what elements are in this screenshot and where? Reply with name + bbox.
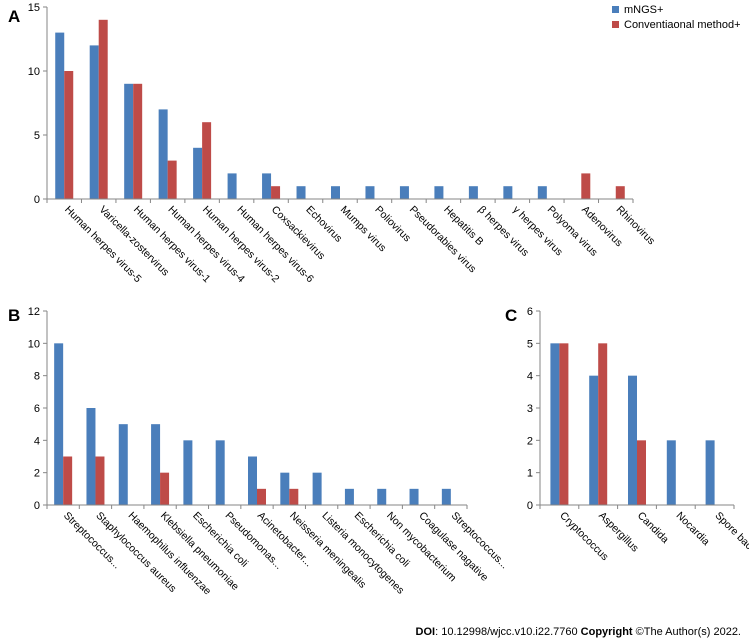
panel-a-y-tick-label: 10: [28, 66, 40, 78]
panel-a-bar-mngs: [227, 173, 237, 199]
panel-c-bar-mngs: [705, 440, 715, 505]
panel-a-bar-mngs: [158, 109, 168, 199]
panel-a-bar-mngs: [365, 186, 375, 199]
panel-b-y-tick-label: 6: [34, 403, 40, 415]
panel-a-bar-mngs: [55, 32, 65, 199]
doi-label: DOI: [415, 626, 436, 638]
panel-b-bar-mngs: [441, 488, 451, 505]
panel-b-chart: B024681012Streptococcus...Staphylococcus…: [8, 306, 510, 597]
panel-b-bar-mngs: [215, 440, 225, 505]
panel-c-y-tick-label: 1: [527, 468, 533, 480]
panel-a-bar-conventional: [202, 122, 212, 199]
panel-c-category-label: Spore bacteria: [712, 510, 749, 567]
panel-b-bar-conventional: [63, 456, 73, 505]
panel-a-bar-mngs: [399, 186, 409, 199]
panel-a-bar-mngs: [537, 186, 547, 199]
panel-c-bar-conventional: [559, 343, 569, 505]
panel-b-bar-mngs: [409, 488, 419, 505]
legend: mNGS+ Conventiaonal method+: [612, 4, 741, 31]
panel-c-category-label: Nocardia: [674, 510, 712, 548]
panel-b-bar-mngs: [54, 343, 64, 505]
panel-c-bar-mngs: [550, 343, 560, 505]
panel-b-bar-conventional: [160, 472, 170, 505]
panel-a-bar-conventional: [581, 173, 591, 199]
panel-c-bar-conventional: [598, 343, 608, 505]
panel-a-bar-mngs: [124, 83, 134, 199]
panel-b-y-tick-label: 0: [34, 500, 40, 512]
panel-c-y-tick-label: 6: [527, 306, 533, 318]
panel-b-y-tick-label: 4: [34, 435, 40, 447]
panel-b-bar-mngs: [312, 472, 322, 505]
panel-a-bar-conventional: [64, 71, 74, 199]
panel-a-bar-conventional: [271, 186, 281, 199]
panel-a-bar-mngs: [503, 186, 513, 199]
panel-a-y-tick-label: 15: [28, 2, 40, 14]
panel-c-bar-conventional: [637, 440, 646, 505]
panel-a-bar-mngs: [193, 147, 203, 199]
panel-c-bar-mngs: [628, 375, 637, 505]
panel-b-label: B: [8, 306, 20, 325]
panel-c-bar-mngs: [666, 440, 676, 505]
copyright-value: ©The Author(s) 2022.: [632, 626, 741, 638]
panel-b-bar-mngs: [151, 424, 161, 505]
panel-a-category-label: Pseudorabies virus: [407, 204, 479, 276]
panel-b-category-label: Streptococcus...: [61, 510, 123, 572]
panel-b-bar-conventional: [289, 488, 299, 505]
panel-a-y-tick-label: 5: [34, 130, 40, 142]
doi-value: : 10.12998/wjcc.v10.i22.7760: [435, 626, 581, 638]
legend-swatch-mngs: [612, 6, 619, 13]
panel-a-bar-conventional: [615, 186, 625, 199]
panel-a-bar-mngs: [331, 186, 340, 199]
citation-footer: DOI: 10.12998/wjcc.v10.i22.7760 Copyrigh…: [416, 626, 741, 638]
panel-c-y-tick-label: 4: [527, 371, 533, 383]
panel-c-label: C: [505, 306, 517, 325]
panel-a-bar-mngs: [89, 45, 99, 200]
panel-a-label: A: [8, 7, 20, 26]
panel-a-bar-mngs: [262, 173, 272, 199]
panel-b-y-tick-label: 8: [34, 371, 40, 383]
panel-b-y-tick-label: 12: [28, 306, 40, 318]
panel-a-bar-conventional: [133, 83, 143, 199]
panel-c-y-tick-label: 3: [527, 403, 533, 415]
panel-a-bar-conventional: [98, 19, 108, 199]
panel-b-bar-conventional: [95, 456, 105, 505]
panel-b-bar-mngs: [248, 456, 257, 505]
panel-c-y-tick-label: 2: [527, 435, 533, 447]
panel-c-bar-mngs: [589, 375, 599, 505]
panel-b-bar-mngs: [344, 488, 354, 505]
panel-b-y-tick-label: 2: [34, 468, 40, 480]
panel-b-bar-mngs: [280, 472, 290, 505]
panel-b-category-label: Streptococcus...: [449, 510, 511, 572]
panel-c-y-tick-label: 0: [527, 500, 533, 512]
legend-label-mngs: mNGS+: [624, 4, 663, 16]
panel-a-bar-mngs: [468, 186, 478, 199]
panel-b-bar-conventional: [257, 488, 266, 505]
copyright-label: Copyright: [580, 626, 633, 638]
legend-swatch-conventional: [612, 21, 619, 28]
legend-label-conventional: Conventiaonal method+: [624, 19, 741, 31]
panel-b-category-label: Pseudomonas...: [223, 510, 285, 572]
panel-c-category-label: Candida: [635, 510, 671, 546]
panel-b-bar-mngs: [377, 488, 387, 505]
panel-b-y-tick-label: 10: [28, 338, 40, 350]
panel-a-bar-mngs: [296, 186, 306, 199]
panel-a-bar-conventional: [167, 160, 177, 199]
panel-b-bar-mngs: [183, 440, 193, 505]
panel-b-bar-mngs: [118, 424, 128, 505]
panel-b-bar-mngs: [86, 408, 96, 505]
panel-a-y-tick-label: 0: [34, 194, 40, 206]
panel-a-bar-mngs: [434, 186, 444, 199]
panel-c-y-tick-label: 5: [527, 338, 533, 350]
